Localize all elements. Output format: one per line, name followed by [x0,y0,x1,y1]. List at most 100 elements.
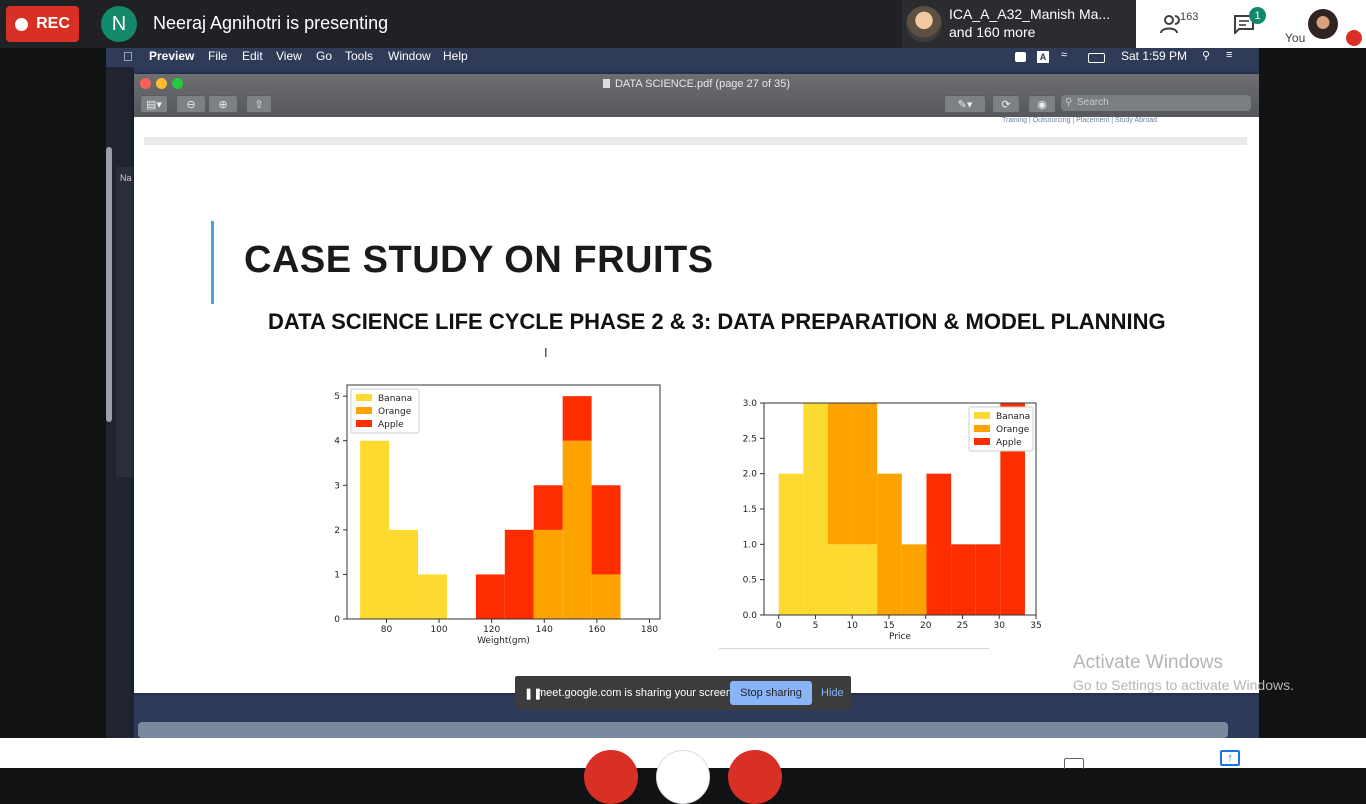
y-tick-label: 1.5 [743,505,757,515]
apple-icon[interactable]:  [123,49,133,64]
presenter-status: Neeraj Agnihotri is presenting [153,13,389,33]
legend-swatch [356,407,372,414]
x-tick-label: 10 [846,621,858,631]
y-tick-label: 0 [334,615,340,625]
preview-titlebar: DATA SCIENCE.pdf (page 27 of 35) ▤▾ ⊖ ⊕ … [134,74,1259,117]
x-tick-label: 160 [588,625,605,635]
pause-icon: ❚❚ [524,688,543,700]
chart-divider [719,648,989,649]
legend-label: Banana [996,412,1030,422]
histogram-bar [418,574,447,619]
x-axis-label: Weight(gm) [477,636,530,646]
x-tick-label: 80 [381,625,393,635]
page-separator [144,137,1247,145]
close-window-icon[interactable] [140,78,151,89]
mic-off-icon [1346,30,1362,46]
legend-label: Orange [996,425,1030,435]
activate-windows-title: Activate Windows [1073,652,1223,673]
menu-app-preview[interactable]: Preview [149,49,195,63]
slide-subtitle: DATA SCIENCE LIFE CYCLE PHASE 2 & 3: DAT… [268,309,1166,334]
y-tick-label: 2 [334,526,340,536]
people-icon[interactable] [1160,14,1184,34]
screen-record-icon[interactable] [1015,52,1026,62]
x-tick-label: 35 [1030,621,1041,631]
legend-swatch [974,438,990,445]
markup-pen-button[interactable]: ✎▾ [944,95,986,113]
histogram-bar [389,529,419,619]
x-tick-label: 100 [430,625,447,635]
legend-swatch [974,425,990,432]
menu-file[interactable]: File [208,49,228,63]
histogram-bar [591,485,621,575]
pdf-page[interactable]: Training | Outsourcing | Placement | Stu… [134,117,1259,693]
mac-menu-bar:  Preview File Edit View Go Tools Window… [106,48,1259,67]
menu-view[interactable]: View [276,49,302,63]
title-accent-bar [211,221,214,304]
chat-badge: 1 [1249,7,1266,24]
histogram-bar [877,473,902,615]
share-button[interactable]: ⇧ [246,95,272,113]
spotlight-search-icon[interactable]: ⚲ [1202,50,1211,62]
leave-call-button[interactable] [656,750,710,804]
histogram-bar [562,440,592,619]
menu-window[interactable]: Window [388,49,431,63]
notification-center-icon[interactable]: ≡ [1226,49,1233,61]
y-tick-label: 2.5 [743,434,757,444]
presenter-avatar: N [101,6,137,42]
battery-icon[interactable] [1088,53,1105,63]
y-tick-label: 2.0 [743,470,758,480]
legend-swatch [356,394,372,401]
captions-icon[interactable] [1064,758,1084,769]
sharing-message: meet.google.com is sharing your screen. [537,687,736,699]
rotate-button[interactable]: ⟳ [992,95,1020,113]
search-icon: ⚲ [1065,97,1073,108]
zoom-window-icon[interactable] [172,78,183,89]
input-source-icon[interactable]: A [1037,51,1049,63]
x-tick-label: 20 [920,621,932,631]
x-tick-label: 120 [483,625,500,635]
legend-label: Apple [996,438,1022,448]
stop-sharing-button[interactable]: Stop sharing [730,681,812,705]
x-tick-label: 180 [641,625,658,635]
menu-edit[interactable]: Edit [242,49,263,63]
menu-tools[interactable]: Tools [345,49,374,63]
zoom-in-button[interactable]: ⊕ [208,95,238,113]
histogram-bar [926,473,952,615]
activate-windows-subtitle: Go to Settings to activate Windows. [1073,677,1294,693]
finder-scrollbar[interactable] [106,147,112,422]
finder-window-edge: Na [106,67,134,738]
histogram-bar [975,544,1001,615]
y-tick-label: 4 [334,437,340,447]
menu-help[interactable]: Help [443,49,468,63]
mic-toggle-button[interactable] [584,750,638,804]
zoom-out-button[interactable]: ⊖ [176,95,206,113]
histogram-bar [852,403,878,545]
menu-go[interactable]: Go [316,49,333,63]
markup-toolbar-button[interactable]: ◉ [1028,95,1056,113]
histogram-bar [951,544,976,615]
sidebar-toggle-button[interactable]: ▤▾ [140,95,168,113]
finder-column: Na [116,167,134,477]
histogram-bar [475,574,505,619]
camera-toggle-button[interactable] [728,750,782,804]
self-label: You [1285,31,1306,45]
legend-swatch [356,420,372,427]
wifi-icon[interactable]: ≈ [1061,49,1068,61]
y-tick-label: 3 [334,481,340,491]
present-now-icon[interactable]: ↑ [1220,750,1240,766]
legend-swatch [974,412,990,419]
slide-title: CASE STUDY ON FRUITS [244,239,714,281]
y-tick-label: 0.0 [743,611,758,621]
participant-count: 163 [1180,11,1199,23]
histogram-bar [778,473,804,615]
legend-label: Apple [378,420,404,430]
menu-clock[interactable]: Sat 1:59 PM [1121,49,1188,63]
self-avatar[interactable] [1308,9,1338,39]
minimize-window-icon[interactable] [156,78,167,89]
y-tick-label: 5 [334,392,340,402]
window-title-text: DATA SCIENCE.pdf (page 27 of 35) [614,78,791,90]
search-field[interactable]: ⚲ Search [1061,95,1251,111]
histogram-bar [827,403,853,545]
pinned-participant-name: ICA_A_A32_Manish Ma... [949,6,1111,22]
hide-button[interactable]: Hide [821,687,844,699]
